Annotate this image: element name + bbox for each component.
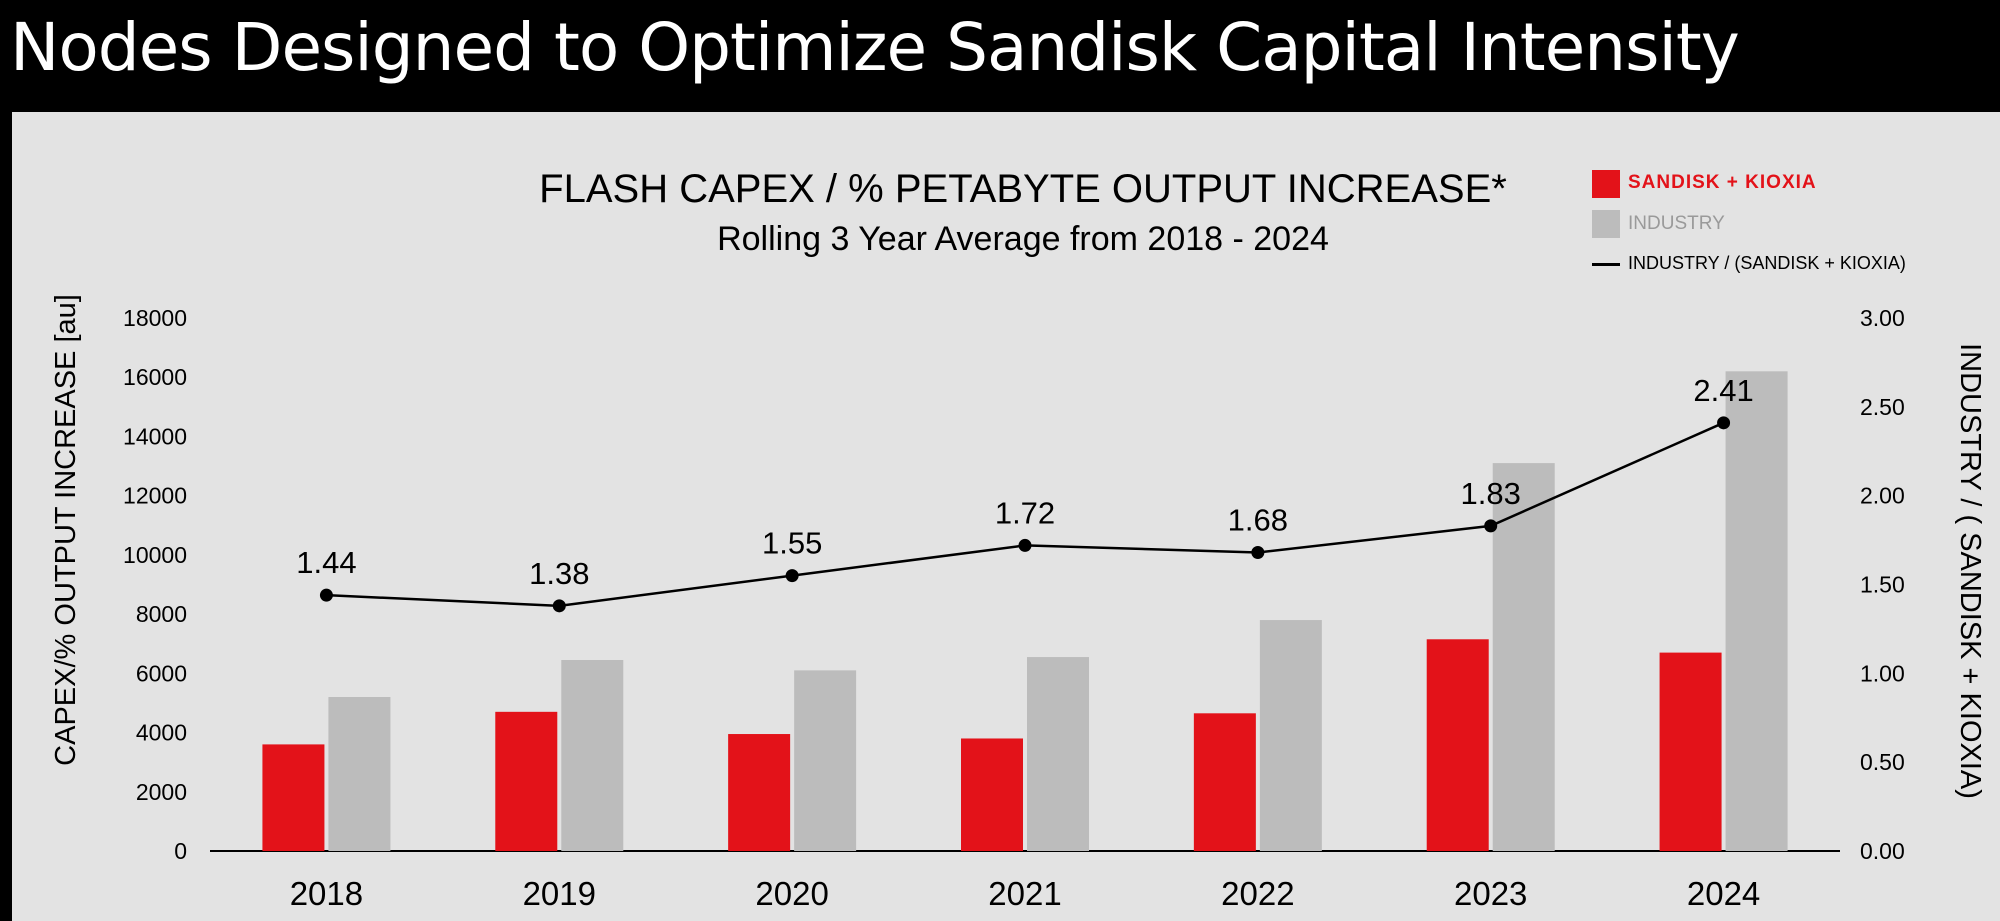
axes: 0 2000 4000 6000 8000 10000 12000 14000 16000 180… bbox=[123, 305, 1905, 912]
legend-swatch-industry bbox=[1592, 210, 1620, 238]
y2-tick-label: 0.00 bbox=[1860, 838, 1905, 864]
page-title: Nodes Designed to Optimize Sandisk Capit… bbox=[10, 9, 1740, 86]
ratio-data-label: 1.83 bbox=[1461, 476, 1521, 511]
bar-sandisk-kioxia bbox=[1426, 639, 1489, 851]
y-tick-label: 12000 bbox=[123, 483, 187, 509]
y-axis-title: CAPEX/% OUTPUT INCREASE [au] bbox=[50, 294, 82, 766]
y-tick-label: 18000 bbox=[123, 305, 187, 331]
legend-label-sandisk: SANDISK + KIOXIA bbox=[1628, 172, 1817, 193]
x-tick-label: 2020 bbox=[755, 875, 828, 912]
bar-industry bbox=[1725, 371, 1788, 851]
bar-industry bbox=[328, 697, 391, 851]
x-tick-label: 2023 bbox=[1454, 875, 1527, 912]
x-tick-label: 2022 bbox=[1221, 875, 1294, 912]
ratio-data-label: 1.72 bbox=[995, 495, 1055, 530]
y2-tick-label: 3.00 bbox=[1860, 305, 1905, 331]
y-tick-label: 2000 bbox=[136, 779, 187, 805]
ratio-data-label: 1.38 bbox=[529, 556, 589, 591]
y-tick-label: 6000 bbox=[136, 660, 187, 686]
bar-industry bbox=[1259, 620, 1322, 851]
y-tick-label: 14000 bbox=[123, 423, 187, 449]
ratio-line-series: 1.44 1.38 1.55 1.72 1.68 1.83 2.41 bbox=[296, 373, 1754, 613]
ratio-point bbox=[1251, 546, 1265, 560]
x-tick-label: 2024 bbox=[1687, 875, 1760, 912]
ratio-point bbox=[1717, 416, 1731, 430]
legend-label-industry: INDUSTRY bbox=[1628, 213, 1725, 234]
bar-sandisk-kioxia bbox=[728, 734, 791, 851]
bars bbox=[262, 371, 1788, 851]
legend-swatch-sandisk bbox=[1592, 170, 1620, 198]
bar-industry bbox=[794, 670, 857, 851]
y2-tick-label: 2.00 bbox=[1860, 483, 1905, 509]
y2-tick-label: 0.50 bbox=[1860, 749, 1905, 775]
bar-sandisk-kioxia bbox=[495, 711, 558, 851]
y2-axis-title: INDUSTRY / ( SANDISK + KIOXIA) bbox=[1954, 343, 1986, 799]
ratio-data-label: 2.41 bbox=[1693, 373, 1753, 408]
bar-industry bbox=[1027, 657, 1089, 851]
y-tick-label: 16000 bbox=[123, 364, 187, 390]
ratio-point bbox=[319, 588, 333, 602]
bar-industry bbox=[561, 660, 624, 851]
y2-tick-label: 2.50 bbox=[1860, 394, 1905, 420]
bar-sandisk-kioxia bbox=[262, 744, 325, 851]
ratio-data-label: 1.68 bbox=[1228, 503, 1288, 538]
page-header: Nodes Designed to Optimize Sandisk Capit… bbox=[0, 0, 2000, 112]
ratio-point bbox=[1484, 519, 1498, 533]
ratio-data-label: 1.55 bbox=[762, 526, 822, 561]
bar-industry bbox=[1492, 463, 1555, 851]
y2-tick-label: 1.00 bbox=[1860, 660, 1905, 686]
x-tick-label: 2018 bbox=[290, 875, 363, 912]
chart-title: FLASH CAPEX / % PETABYTE OUTPUT INCREASE… bbox=[539, 167, 1507, 211]
y-tick-label: 10000 bbox=[123, 542, 187, 568]
ratio-data-label: 1.44 bbox=[296, 545, 356, 580]
x-tick-label: 2021 bbox=[988, 875, 1061, 912]
chart-subtitle: Rolling 3 Year Average from 2018 - 2024 bbox=[717, 220, 1329, 258]
bar-sandisk-kioxia bbox=[1659, 652, 1722, 851]
y-tick-label: 4000 bbox=[136, 720, 187, 746]
ratio-point bbox=[552, 599, 566, 613]
bar-sandisk-kioxia bbox=[1193, 713, 1256, 851]
legend-line-key bbox=[1592, 263, 1620, 266]
ratio-point bbox=[1018, 538, 1032, 552]
y-tick-label: 8000 bbox=[136, 601, 187, 627]
ratio-point bbox=[785, 569, 799, 583]
legend-label-ratio: INDUSTRY / (SANDISK + KIOXIA) bbox=[1628, 253, 1906, 273]
bar-sandisk-kioxia bbox=[961, 738, 1023, 851]
y2-tick-label: 1.50 bbox=[1860, 572, 1905, 598]
y-tick-label: 0 bbox=[174, 838, 187, 864]
x-tick-label: 2019 bbox=[523, 875, 596, 912]
